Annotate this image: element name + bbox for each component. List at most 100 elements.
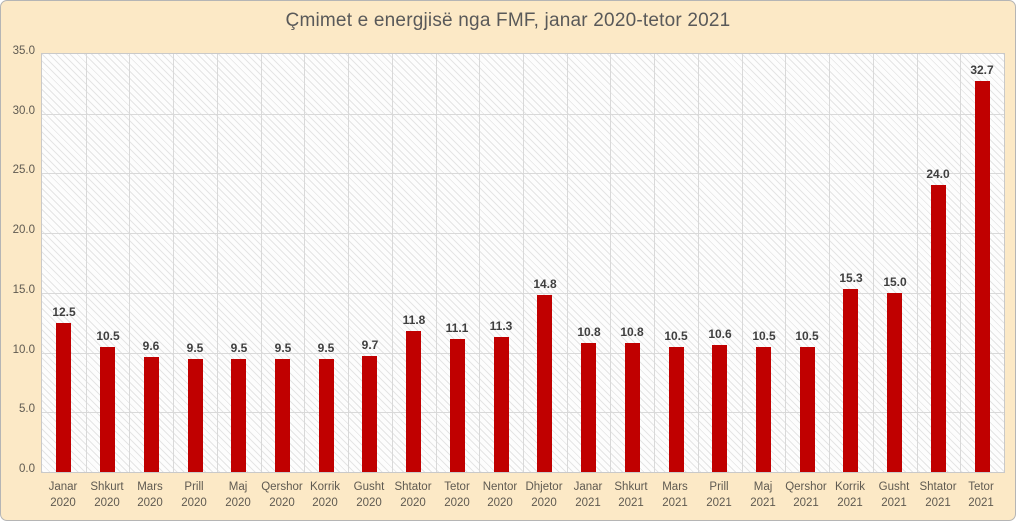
bar [843, 289, 858, 472]
bar-value-label: 11.8 [402, 313, 426, 327]
vertical-gridline [348, 54, 349, 472]
vertical-gridline [567, 54, 568, 472]
x-tick-month: Janar [48, 481, 78, 493]
x-tick-month: Nentor [482, 481, 518, 493]
x-tick-month: Qershor [785, 481, 827, 493]
bar [450, 339, 465, 472]
x-tick-month: Gusht [353, 481, 385, 493]
bar [362, 356, 377, 472]
x-tick-label: Prill 2021 [697, 479, 741, 511]
y-tick-label: 0.0 [19, 463, 35, 475]
x-tick-month: Mars [137, 481, 163, 493]
x-tick-year: 2020 [487, 497, 513, 509]
vertical-gridline [261, 54, 262, 472]
x-tick-year: 2020 [531, 497, 557, 509]
x-tick-year: 2021 [925, 497, 951, 509]
vertical-gridline [173, 54, 174, 472]
x-tick-year: 2021 [793, 497, 819, 509]
x-tick-month: Korrik [834, 481, 866, 493]
vertical-gridline [523, 54, 524, 472]
bar-value-label: 15.3 [839, 271, 863, 285]
bar-value-label: 12.5 [52, 305, 76, 319]
y-tick-label: 10.0 [12, 344, 35, 356]
bar-value-label: 9.5 [186, 341, 204, 355]
bar-value-label: 24.0 [926, 167, 950, 181]
bar-value-label: 10.8 [620, 325, 644, 339]
bar-value-label: 11.1 [445, 321, 469, 335]
bar [975, 81, 990, 472]
y-tick-label: 30.0 [12, 105, 35, 117]
x-tick-year: 2020 [137, 497, 163, 509]
bar-value-label: 9.5 [230, 341, 248, 355]
bar [188, 359, 203, 472]
bar-value-label: 11.3 [489, 319, 513, 333]
bar-value-label: 9.5 [317, 341, 335, 355]
vertical-gridline [304, 54, 305, 472]
x-tick-year: 2021 [662, 497, 688, 509]
x-tick-year: 2020 [444, 497, 470, 509]
bar [712, 345, 727, 472]
bar-value-label: 15.0 [883, 275, 907, 289]
x-tick-month: Shkurt [614, 481, 648, 493]
bar-value-label: 9.6 [142, 339, 160, 353]
x-tick-year: 2021 [575, 497, 601, 509]
vertical-gridline [436, 54, 437, 472]
vertical-gridline [829, 54, 830, 472]
x-tick-label: Shkurt 2021 [609, 479, 653, 511]
x-tick-month: Korrik [309, 481, 341, 493]
vertical-gridline [785, 54, 786, 472]
x-tick-label: Janar 2020 [41, 479, 85, 511]
bar [406, 331, 421, 472]
x-tick-month: Qershor [261, 481, 303, 493]
x-tick-label: Qershor 2021 [784, 479, 828, 511]
x-tick-label: Tetor 2021 [959, 479, 1003, 511]
x-tick-label: Maj 2020 [216, 479, 260, 511]
bar [231, 359, 246, 472]
x-tick-year: 2020 [356, 497, 382, 509]
bar [931, 185, 946, 472]
x-tick-label: Janar 2021 [566, 479, 610, 511]
bar [581, 343, 596, 472]
x-tick-label: Nentor 2020 [478, 479, 522, 511]
y-tick-label: 5.0 [19, 403, 35, 415]
x-tick-year: 2020 [181, 497, 207, 509]
vertical-gridline [86, 54, 87, 472]
vertical-gridline [610, 54, 611, 472]
x-tick-month: Maj [228, 481, 248, 493]
vertical-gridline [873, 54, 874, 472]
x-tick-year: 2021 [837, 497, 863, 509]
chart-title: Çmimet e energjisë nga FMF, janar 2020-t… [285, 10, 731, 31]
x-tick-label: Qershor 2020 [260, 479, 304, 511]
vertical-gridline [217, 54, 218, 472]
x-tick-month: Shtator [919, 481, 957, 493]
bar [887, 293, 902, 472]
bar-value-label: 10.5 [96, 329, 120, 343]
x-tick-month: Prill [709, 481, 729, 493]
x-tick-month: Mars [662, 481, 688, 493]
x-tick-label: Korrik 2021 [828, 479, 872, 511]
bar [144, 357, 159, 472]
vertical-gridline [392, 54, 393, 472]
x-tick-month: Dhjetor [525, 481, 563, 493]
x-tick-month: Shkurt [90, 481, 124, 493]
x-tick-year: 2020 [94, 497, 120, 509]
vertical-gridline [698, 54, 699, 472]
x-tick-label: Shtator 2020 [391, 479, 435, 511]
x-tick-month: Tetor [968, 481, 994, 493]
plot-area: 12.5 10.5 9.6 9.5 9.5 9.5 9.5 9.7 11.8 11.1 11.3 14… [41, 53, 1005, 473]
bar [800, 347, 815, 472]
bar-value-label: 10.8 [577, 325, 601, 339]
x-tick-label: Shkurt 2020 [85, 479, 129, 511]
x-tick-label: Gusht 2021 [872, 479, 916, 511]
vertical-gridline [654, 54, 655, 472]
bar [756, 347, 771, 472]
bar [625, 343, 640, 472]
x-tick-label: Gusht 2020 [347, 479, 391, 511]
bar [319, 359, 334, 472]
x-tick-label: Prill 2020 [172, 479, 216, 511]
bar-value-label: 9.5 [274, 341, 292, 355]
x-tick-month: Gusht [878, 481, 910, 493]
vertical-gridline [129, 54, 130, 472]
x-tick-label: Mars 2021 [653, 479, 697, 511]
x-tick-month: Tetor [444, 481, 470, 493]
